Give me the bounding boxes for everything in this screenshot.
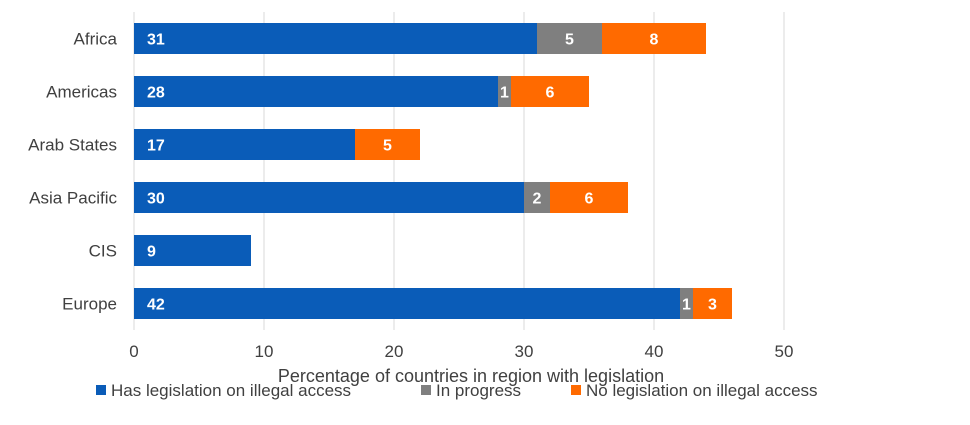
- data-label-1-1: 1: [500, 85, 509, 102]
- data-label-5-0: 42: [147, 297, 165, 314]
- x-tick-label-40: 40: [645, 342, 664, 361]
- x-axis-title: Percentage of countries in region with l…: [278, 366, 664, 386]
- data-label-0-0: 31: [147, 32, 165, 49]
- x-tick-label-10: 10: [255, 342, 274, 361]
- data-label-5-1: 1: [682, 297, 691, 314]
- bar-segment-0-2: [602, 23, 706, 54]
- gridlines: [133, 12, 785, 330]
- x-tick-label-20: 20: [385, 342, 404, 361]
- data-label-2-2: 5: [383, 138, 392, 155]
- bar-segment-3-2: [550, 182, 628, 213]
- bar-segment-4-0: [134, 235, 251, 266]
- data-label-3-1: 2: [533, 191, 542, 208]
- category-label-3: Asia Pacific: [29, 189, 117, 208]
- category-label-2: Arab States: [28, 136, 117, 155]
- category-label-1: Americas: [46, 83, 117, 102]
- data-label-4-0: 9: [147, 244, 156, 261]
- data-label-3-2: 6: [585, 191, 594, 208]
- bar-segment-2-0: [134, 129, 355, 160]
- bar-segment-0-1: [537, 23, 602, 54]
- category-labels: Africa Americas Arab States Asia Pacific CIS…: [28, 30, 117, 314]
- data-label-5-2: 3: [708, 297, 717, 314]
- legend-swatch-1: [421, 385, 431, 395]
- legend: Has legislation on illegal access In prog…: [96, 381, 818, 400]
- bar-segment-1-2: [511, 76, 589, 107]
- category-label-4: CIS: [89, 242, 117, 261]
- legend-swatch-2: [571, 385, 581, 395]
- bar-segment-1-1: [498, 76, 511, 107]
- category-label-0: Africa: [74, 30, 118, 49]
- x-tick-label-0: 0: [129, 342, 138, 361]
- bar-segment-1-0: [134, 76, 498, 107]
- data-label-3-0: 30: [147, 191, 165, 208]
- bar-segment-5-0: [134, 288, 680, 319]
- legend-swatch-0: [96, 385, 106, 395]
- data-label-0-2: 8: [650, 32, 659, 49]
- legend-label-1: In progress: [436, 381, 521, 400]
- legend-label-0: Has legislation on illegal access: [111, 381, 351, 400]
- legend-label-2: No legislation on illegal access: [586, 381, 818, 400]
- x-tick-label-50: 50: [775, 342, 794, 361]
- data-label-1-2: 6: [546, 85, 555, 102]
- bar-segment-2-2: [355, 129, 420, 160]
- bar-segment-0-0: [134, 23, 537, 54]
- bar-segment-3-1: [524, 182, 550, 213]
- category-label-5: Europe: [62, 295, 117, 314]
- x-tick-labels: 0 10 20 30 40 50: [129, 342, 793, 361]
- data-label-1-0: 28: [147, 85, 165, 102]
- bar-segment-3-0: [134, 182, 524, 213]
- data-label-2-0: 17: [147, 138, 165, 155]
- data-label-0-1: 5: [565, 32, 574, 49]
- bar-segment-5-1: [680, 288, 693, 319]
- x-tick-label-30: 30: [515, 342, 534, 361]
- bar-segment-5-2: [693, 288, 732, 319]
